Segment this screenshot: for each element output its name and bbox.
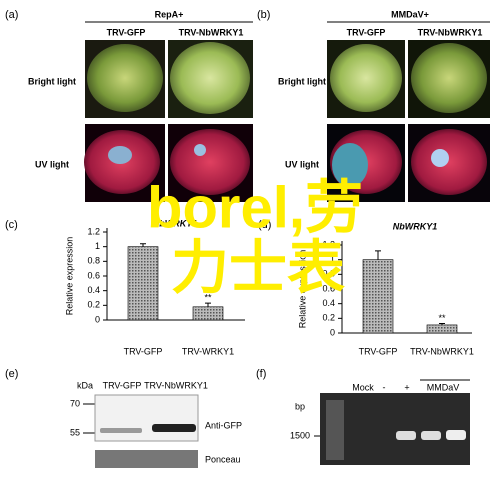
panel-label: (a) <box>5 9 18 21</box>
photos <box>327 40 490 202</box>
column-label: TRV-NbWRKY1 <box>179 27 244 37</box>
lane-label: TRV-NbWRKY1 <box>144 380 208 390</box>
row-label: Bright light <box>278 76 326 86</box>
marker-label: 70 <box>70 398 80 408</box>
chart-title: NbWRKY1 <box>393 221 438 231</box>
panel-title: RepA+ <box>155 9 184 19</box>
lane-label: - <box>383 382 386 392</box>
bar <box>192 306 224 321</box>
error-bar <box>375 250 381 260</box>
blot <box>95 450 198 468</box>
lane-label: Mock <box>352 382 374 392</box>
y-tick-label: 0.4 <box>87 285 100 295</box>
row-label: UV light <box>285 159 319 169</box>
blot <box>94 394 199 442</box>
y-tick-label: 0.4 <box>322 298 335 308</box>
y-tick-label: 0.2 <box>87 300 100 310</box>
y-tick-label: 0 <box>95 314 100 324</box>
annotation: ** <box>438 313 446 323</box>
band <box>100 428 142 433</box>
y-tick-label: 0.8 <box>87 256 100 266</box>
y-axis-label: Relative expression <box>297 250 307 329</box>
blot-label: Ponceau <box>205 454 241 464</box>
marker-label: 55 <box>70 427 80 437</box>
y-tick-label: 1 <box>330 254 335 264</box>
y-tick-label: 0 <box>330 327 335 337</box>
chart-title: NbWRKY1 <box>153 218 198 228</box>
overlay-text: borel,劳 <box>147 175 363 240</box>
y-tick-label: 0.2 <box>322 313 335 323</box>
y-tick-label: 1.2 <box>322 239 335 249</box>
error-bar <box>205 302 211 307</box>
row-label: Bright light <box>28 76 76 86</box>
lane-label: + <box>404 382 409 392</box>
panel-label: (e) <box>5 368 18 380</box>
error-bar <box>140 243 146 247</box>
x-tick-label: TRV-GFP <box>124 346 163 356</box>
column-label: TRV-GFP <box>107 27 146 37</box>
marker-label: 1500 <box>290 430 310 440</box>
error-bar <box>439 322 445 325</box>
photos <box>84 40 253 202</box>
panel-title: MMDaV+ <box>391 9 429 19</box>
y-axis-label: Relative expression <box>64 237 74 316</box>
y-tick-label: 0.6 <box>322 283 335 293</box>
annotation: ** <box>204 293 212 303</box>
bar <box>362 259 394 334</box>
x-tick-label: TRV-GFP <box>359 346 398 356</box>
unit-label: bp <box>295 401 305 411</box>
lane-label: MMDaV <box>427 382 460 392</box>
unit-label: kDa <box>77 380 93 390</box>
lane-label: TRV-GFP <box>103 380 142 390</box>
band <box>152 424 196 432</box>
x-tick-label: TRV-NbWRKY1 <box>410 346 474 356</box>
overlay-text: 力士表 <box>171 235 345 300</box>
y-tick-label: 1 <box>95 241 100 251</box>
panel-label: (b) <box>257 9 270 21</box>
y-tick-label: 0.8 <box>322 269 335 279</box>
row-label: UV light <box>35 159 69 169</box>
bar <box>127 246 159 321</box>
panel-label: (c) <box>5 219 18 231</box>
column-label: TRV-NbWRKY1 <box>418 27 483 37</box>
column-label: TRV-GFP <box>347 27 386 37</box>
blot-label: Anti-GFP <box>205 420 242 430</box>
panel-label: (d) <box>258 219 271 231</box>
gel <box>320 393 470 465</box>
x-tick-label: TRV-WRKY1 <box>182 346 234 356</box>
bar <box>426 324 458 334</box>
y-tick-label: 1.2 <box>87 226 100 236</box>
panel-label: (f) <box>256 368 266 380</box>
y-tick-label: 0.6 <box>87 270 100 280</box>
